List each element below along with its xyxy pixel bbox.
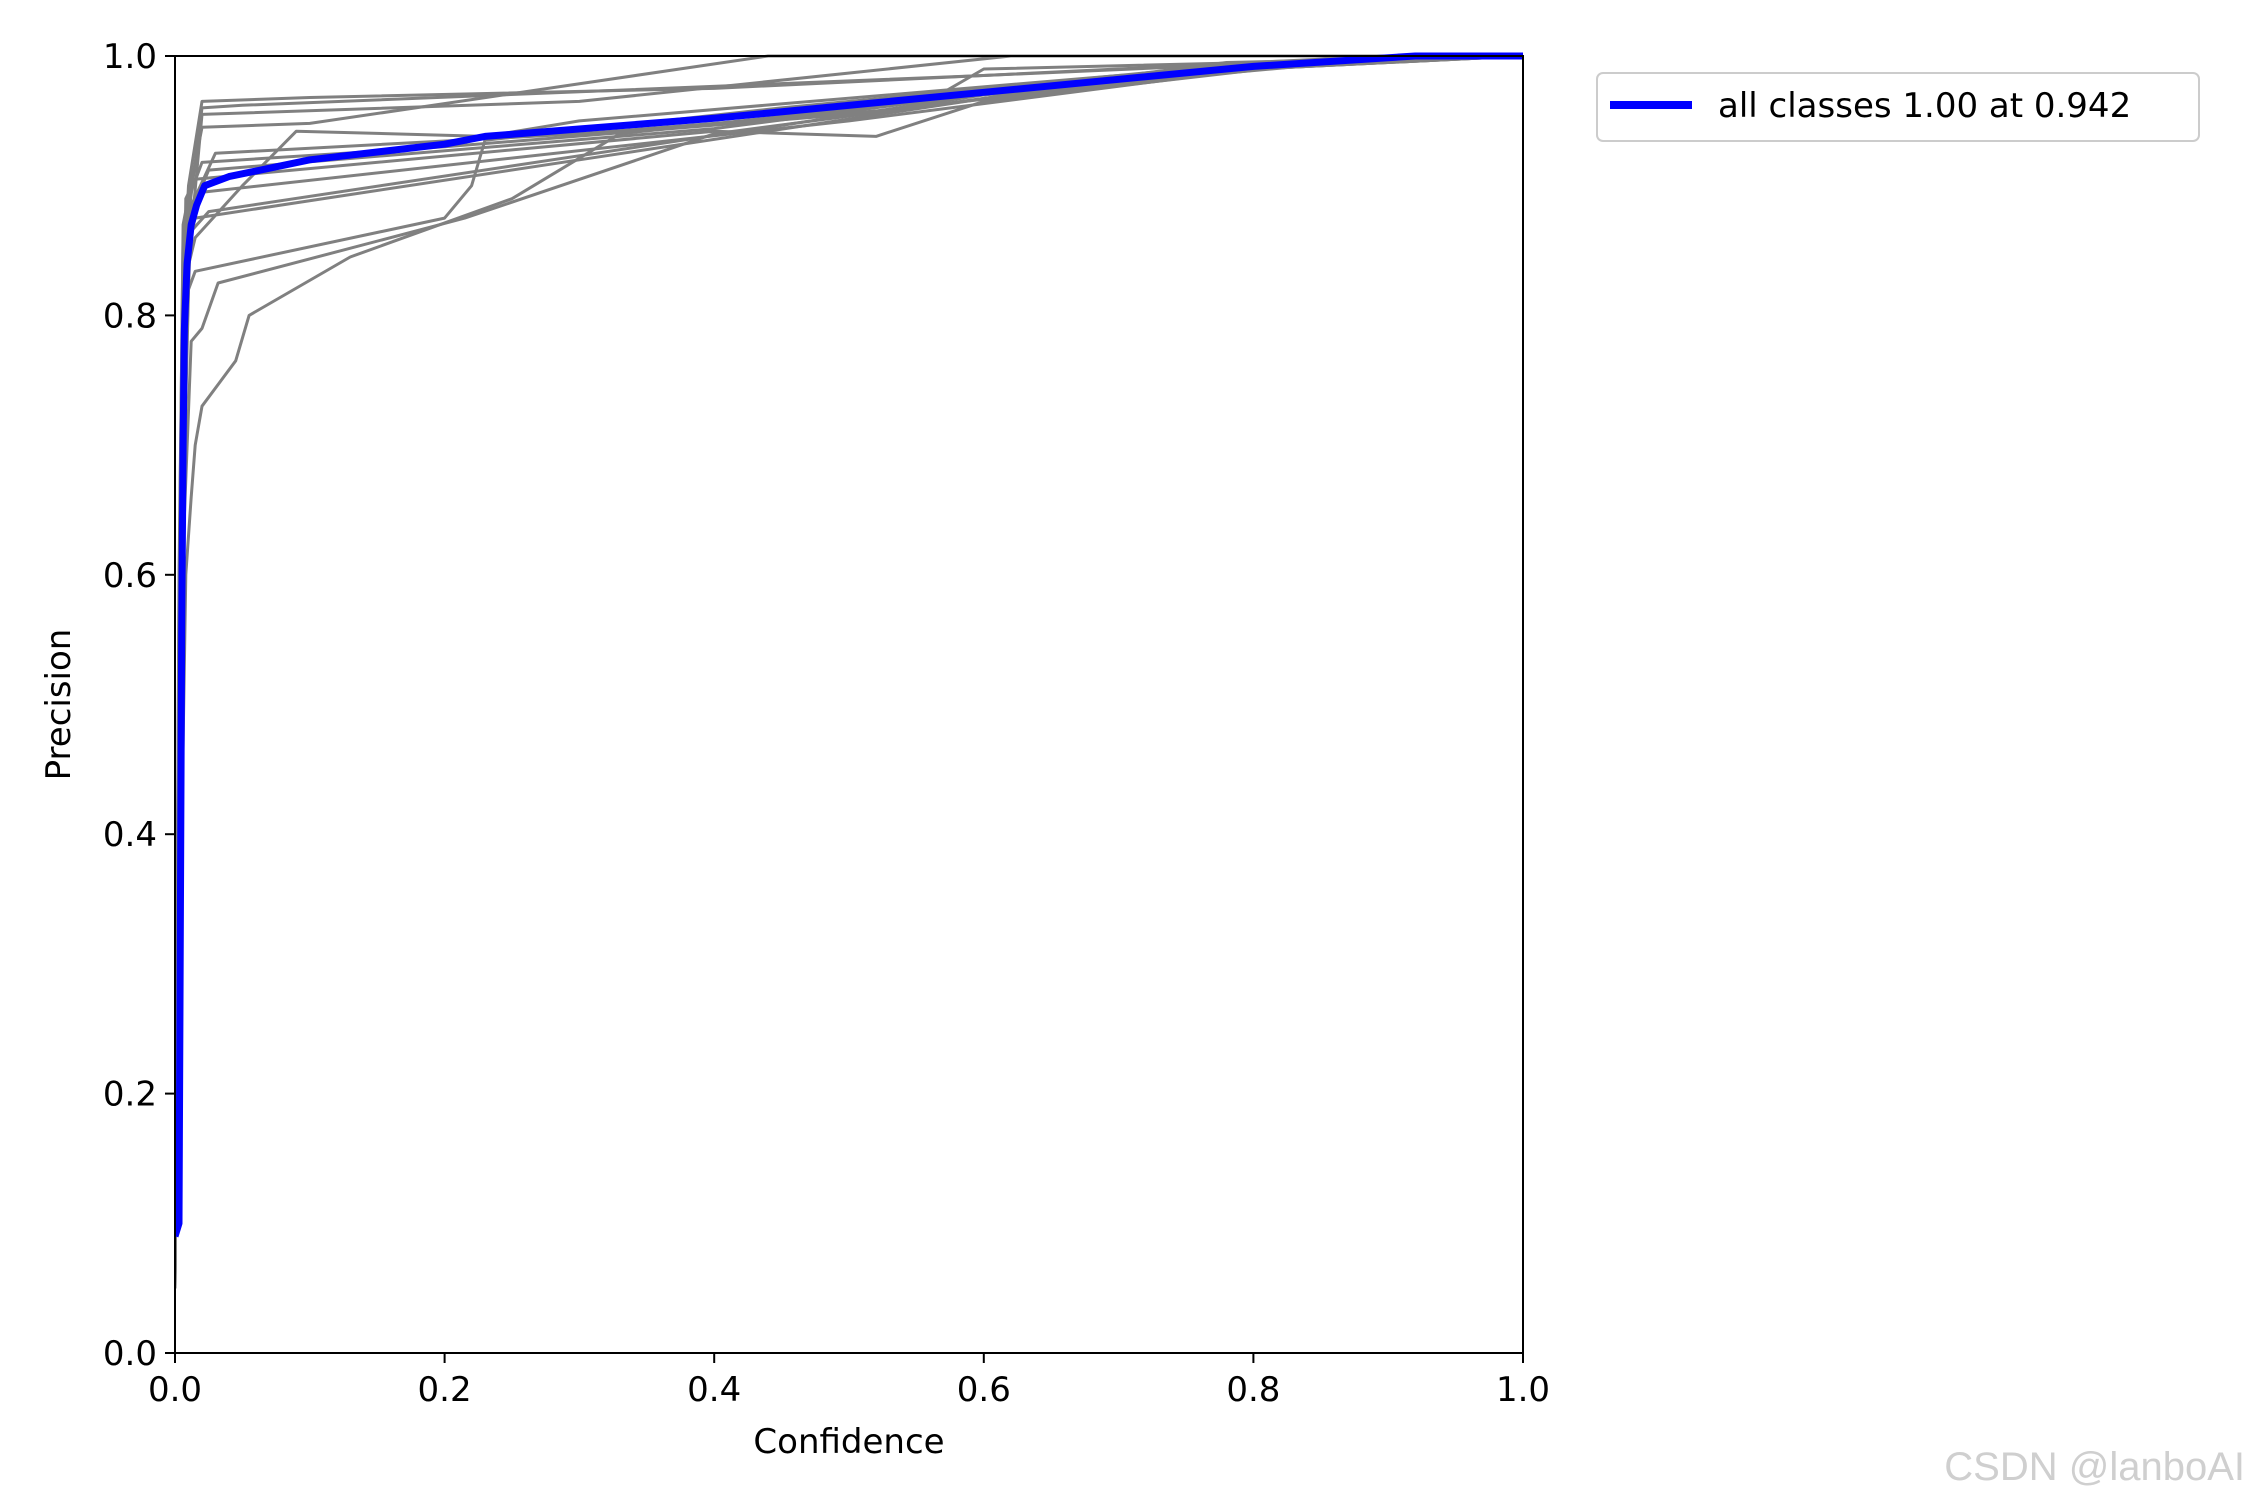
y-tick-label: 0.8 [103, 296, 157, 336]
legend-box [1596, 72, 2200, 142]
y-axis-label: Precision [39, 629, 79, 781]
y-tick-label: 0.2 [103, 1075, 157, 1115]
x-tick-label: 0.4 [687, 1370, 741, 1410]
y-tick-label: 1.0 [103, 37, 157, 77]
legend: all classes 1.00 at 0.942 [1596, 72, 2200, 142]
legend-label-all-classes: all classes 1.00 at 0.942 [1718, 86, 2131, 126]
x-tick-label: 1.0 [1496, 1370, 1550, 1410]
series-line-all-classes [175, 52, 1523, 1238]
x-axis-label: Confidence [753, 1422, 944, 1462]
x-tick-label: 0.0 [148, 1370, 202, 1410]
y-tick-label: 0.0 [103, 1334, 157, 1374]
x-tick-label: 0.2 [418, 1370, 472, 1410]
watermark: CSDN @lanboAI [1944, 1445, 2245, 1489]
y-tick-label: 0.6 [103, 556, 157, 596]
axes-frame [174, 55, 1524, 1354]
x-tick-label: 0.8 [1226, 1370, 1280, 1410]
plot-area [175, 52, 1524, 1289]
x-axis: 0.0 0.2 0.4 0.6 0.8 1.0 [148, 1353, 1550, 1410]
y-axis: 0.0 0.2 0.4 0.6 0.8 1.0 [103, 37, 175, 1374]
x-tick-label: 0.6 [957, 1370, 1011, 1410]
y-tick-label: 0.4 [103, 815, 157, 855]
